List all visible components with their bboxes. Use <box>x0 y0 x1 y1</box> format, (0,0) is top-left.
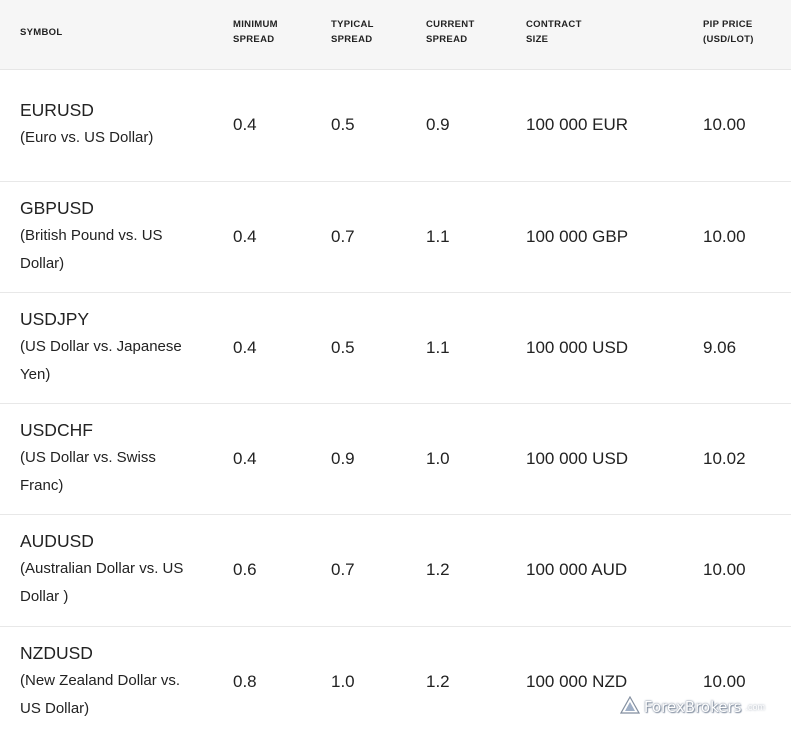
header-symbol-label: SYMBOL <box>20 27 63 38</box>
typical-spread-value: 0.9 <box>331 449 355 468</box>
minimum-spread-value: 0.4 <box>233 227 257 246</box>
table-row: GBPUSD (British Pound vs. US Dollar) 0.4… <box>0 182 791 293</box>
contract-size-value: 100 000 USD <box>526 449 629 468</box>
symbol-code: EURUSD <box>20 100 94 120</box>
current-spread-value: 1.1 <box>426 338 450 357</box>
pip-price-value: 10.00 <box>703 560 746 579</box>
pip-price-value: 10.00 <box>703 115 746 134</box>
symbol-code: GBPUSD <box>20 198 94 218</box>
current-spread-value: 1.0 <box>426 449 450 468</box>
contract-size-value: 100 000 EUR <box>526 115 629 134</box>
symbol-cell: GBPUSD (British Pound vs. US Dollar) <box>20 194 190 278</box>
table-row: AUDUSD (Australian Dollar vs. US Dollar … <box>0 515 791 627</box>
header-minimum-spread: MINIMUM SPREAD <box>233 17 278 47</box>
typical-spread-value: 0.7 <box>331 560 355 579</box>
table-row: EURUSD (Euro vs. US Dollar) 0.4 0.5 0.9 … <box>0 70 791 182</box>
table-row: USDJPY (US Dollar vs. Japanese Yen) 0.4 … <box>0 293 791 404</box>
symbol-code: USDJPY <box>20 309 90 329</box>
header-cur-line1: CURRENT <box>426 19 475 30</box>
header-symbol: SYMBOL <box>20 25 62 40</box>
header-current-spread: CURRENT SPREAD <box>426 17 475 47</box>
pip-price-value: 10.00 <box>703 672 746 691</box>
symbol-cell: USDCHF (US Dollar vs. Swiss Franc) <box>20 416 190 500</box>
pip-price-value: 9.06 <box>703 338 737 357</box>
symbol-cell: AUDUSD (Australian Dollar vs. US Dollar … <box>20 527 190 611</box>
pip-price-value: 10.02 <box>703 449 746 468</box>
current-spread-value: 1.2 <box>426 672 450 691</box>
symbol-description: (US Dollar vs. Swiss Franc) <box>20 449 156 494</box>
header-cur-line2: SPREAD <box>426 34 468 45</box>
minimum-spread-value: 0.8 <box>233 672 257 691</box>
symbol-description: (British Pound vs. US Dollar) <box>20 227 163 272</box>
symbol-code: USDCHF <box>20 420 93 440</box>
minimum-spread-value: 0.4 <box>233 115 257 134</box>
typical-spread-value: 0.5 <box>331 338 355 357</box>
symbol-cell: EURUSD (Euro vs. US Dollar) <box>20 96 190 152</box>
typical-spread-value: 0.7 <box>331 227 355 246</box>
forexbrokers-logo-icon <box>619 695 640 719</box>
table-row: NZDUSD (New Zealand Dollar vs. US Dollar… <box>0 627 791 731</box>
contract-size-value: 100 000 AUD <box>526 560 628 579</box>
header-pip-price: PIP PRICE (USD/LOT) <box>703 17 754 47</box>
watermark-suffix: .com <box>745 702 765 712</box>
current-spread-value: 0.9 <box>426 115 450 134</box>
minimum-spread-value: 0.4 <box>233 449 257 468</box>
current-spread-value: 1.1 <box>426 227 450 246</box>
symbol-code: NZDUSD <box>20 643 93 663</box>
header-typical-spread: TYPICAL SPREAD <box>331 17 374 47</box>
header-min-line1: MINIMUM <box>233 19 278 30</box>
contract-size-value: 100 000 GBP <box>526 227 629 246</box>
symbol-description: (US Dollar vs. Japanese Yen) <box>20 338 182 383</box>
current-spread-value: 1.2 <box>426 560 450 579</box>
typical-spread-value: 1.0 <box>331 672 355 691</box>
header-pip-line2: (USD/LOT) <box>703 34 754 45</box>
header-typ-line2: SPREAD <box>331 34 373 45</box>
contract-size-value: 100 000 USD <box>526 338 629 357</box>
table-row: USDCHF (US Dollar vs. Swiss Franc) 0.4 0… <box>0 404 791 515</box>
table-header: SYMBOL MINIMUM SPREAD TYPICAL SPREAD CUR… <box>0 0 791 70</box>
symbol-description: (New Zealand Dollar vs. US Dollar) <box>20 672 181 717</box>
minimum-spread-value: 0.4 <box>233 338 257 357</box>
header-contract-line2: SIZE <box>526 34 549 45</box>
contract-size-value: 100 000 NZD <box>526 672 628 691</box>
minimum-spread-value: 0.6 <box>233 560 257 579</box>
symbol-cell: USDJPY (US Dollar vs. Japanese Yen) <box>20 305 190 389</box>
header-pip-line1: PIP PRICE <box>703 19 753 30</box>
header-contract-size: CONTRACT SIZE <box>526 17 582 47</box>
symbol-description: (Australian Dollar vs. US Dollar ) <box>20 560 184 605</box>
header-typ-line1: TYPICAL <box>331 19 374 30</box>
symbol-description: (Euro vs. US Dollar) <box>20 129 154 146</box>
symbol-cell: NZDUSD (New Zealand Dollar vs. US Dollar… <box>20 639 190 723</box>
pip-price-value: 10.00 <box>703 227 746 246</box>
header-min-line2: SPREAD <box>233 34 275 45</box>
symbol-code: AUDUSD <box>20 531 94 551</box>
typical-spread-value: 0.5 <box>331 115 355 134</box>
forexbrokers-watermark: ForexBrokers .com <box>619 695 765 719</box>
watermark-text: ForexBrokers <box>643 698 742 716</box>
header-contract-line1: CONTRACT <box>526 19 582 30</box>
